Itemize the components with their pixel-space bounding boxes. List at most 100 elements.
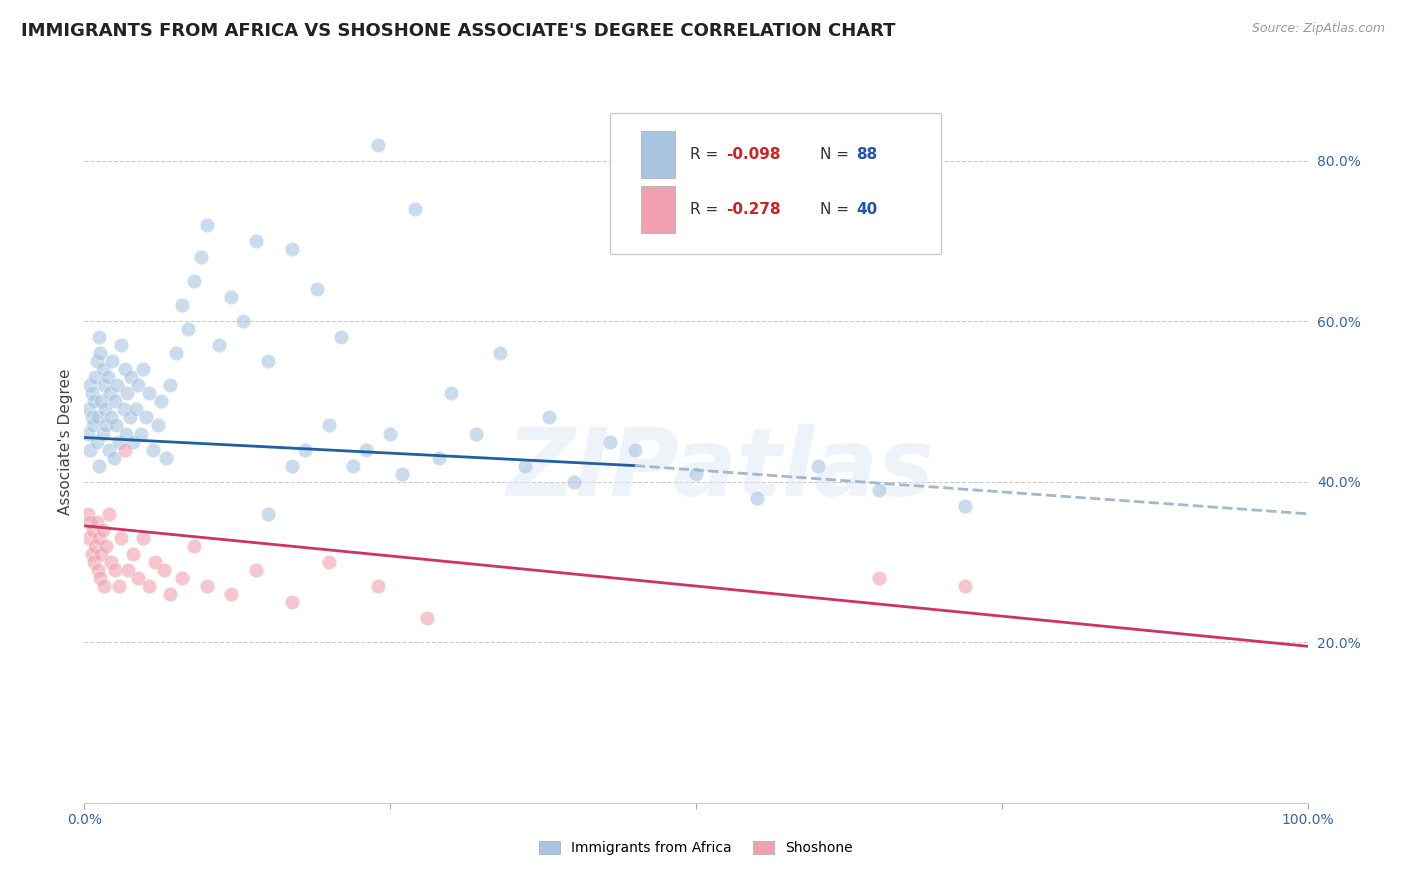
Point — [101, 354, 124, 368]
Point — [129, 426, 152, 441]
Point — [118, 410, 141, 425]
Point — [80, 386, 103, 401]
Text: 40: 40 — [856, 202, 877, 218]
Text: IMMIGRANTS FROM AFRICA VS SHOSHONE ASSOCIATE'S DEGREE CORRELATION CHART: IMMIGRANTS FROM AFRICA VS SHOSHONE ASSOC… — [21, 22, 896, 40]
Point — [177, 322, 200, 336]
Point — [562, 475, 585, 489]
Text: N =: N = — [820, 147, 853, 161]
Point — [114, 362, 136, 376]
Point — [685, 467, 707, 481]
Text: Source: ZipAtlas.com: Source: ZipAtlas.com — [1251, 22, 1385, 36]
Point — [107, 579, 129, 593]
Point — [190, 250, 212, 264]
Point — [79, 378, 101, 392]
Point — [142, 442, 165, 457]
Point — [107, 434, 129, 449]
FancyBboxPatch shape — [641, 186, 675, 234]
Text: -0.278: -0.278 — [727, 202, 782, 218]
Text: 88: 88 — [856, 147, 877, 161]
Point — [97, 507, 120, 521]
Point — [183, 539, 205, 553]
Point — [219, 290, 242, 304]
Point — [77, 402, 100, 417]
Point — [87, 531, 110, 545]
Point — [87, 410, 110, 425]
Point — [953, 499, 976, 513]
Point — [155, 450, 177, 465]
Point — [94, 402, 117, 417]
Point — [159, 378, 181, 392]
Point — [208, 338, 231, 352]
Point — [87, 563, 110, 577]
Point — [90, 394, 112, 409]
Point — [132, 531, 155, 545]
Point — [869, 571, 891, 585]
Point — [489, 346, 512, 360]
Point — [440, 386, 463, 401]
Point — [427, 450, 450, 465]
Point — [391, 467, 413, 481]
Point — [77, 507, 100, 521]
Point — [77, 531, 100, 545]
Point — [86, 354, 108, 368]
Point — [138, 386, 160, 401]
Text: -0.098: -0.098 — [727, 147, 782, 161]
Point — [80, 547, 103, 561]
Point — [127, 571, 149, 585]
Point — [82, 523, 104, 537]
Point — [77, 426, 100, 441]
Point — [83, 394, 105, 409]
Point — [86, 515, 108, 529]
Text: N =: N = — [820, 202, 853, 218]
Point — [83, 555, 105, 569]
Point — [305, 282, 328, 296]
Point — [464, 426, 486, 441]
Legend: Immigrants from Africa, Shoshone: Immigrants from Africa, Shoshone — [534, 836, 858, 861]
Point — [330, 330, 353, 344]
Point — [87, 330, 110, 344]
Point — [257, 507, 280, 521]
Point — [91, 362, 114, 376]
Point — [104, 394, 127, 409]
Point — [122, 434, 145, 449]
Point — [100, 410, 122, 425]
Point — [153, 563, 176, 577]
Text: R =: R = — [690, 202, 723, 218]
Point — [91, 426, 114, 441]
Point — [318, 418, 340, 433]
Point — [97, 442, 120, 457]
Point — [96, 539, 118, 553]
Point — [195, 579, 218, 593]
Point — [318, 555, 340, 569]
Point — [105, 418, 128, 433]
Point — [125, 402, 148, 417]
Point — [257, 354, 280, 368]
Point — [112, 402, 135, 417]
Point — [98, 386, 121, 401]
Point — [86, 434, 108, 449]
Point — [172, 571, 194, 585]
Point — [120, 370, 142, 384]
Point — [245, 234, 267, 248]
Point — [105, 378, 128, 392]
Point — [624, 442, 647, 457]
Point — [380, 426, 402, 441]
Point — [294, 442, 316, 457]
Point — [143, 555, 166, 569]
Point — [100, 555, 122, 569]
Point — [953, 579, 976, 593]
Point — [245, 563, 267, 577]
Point — [89, 346, 111, 360]
Point — [416, 611, 439, 625]
Point — [127, 378, 149, 392]
Point — [93, 378, 115, 392]
Point — [146, 418, 169, 433]
Point — [79, 515, 101, 529]
Point — [82, 418, 104, 433]
Point — [599, 434, 621, 449]
Point — [367, 579, 389, 593]
Point — [135, 410, 157, 425]
Point — [80, 410, 103, 425]
Text: R =: R = — [690, 147, 723, 161]
Point — [132, 362, 155, 376]
